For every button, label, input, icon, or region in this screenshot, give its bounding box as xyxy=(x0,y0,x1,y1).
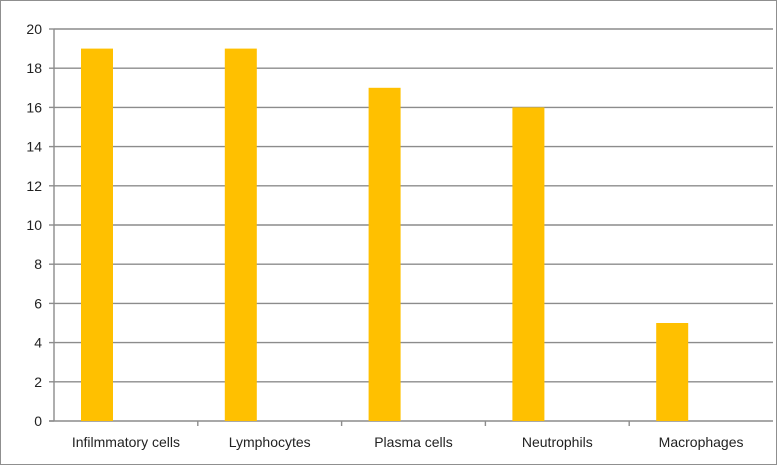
y-tick-labels: 0 2 4 6 8 10 12 14 16 18 20 xyxy=(26,21,42,429)
x-category-label: Plasma cells xyxy=(374,434,453,450)
y-tick-label: 2 xyxy=(34,374,42,390)
y-tick-label: 12 xyxy=(26,178,42,194)
bar xyxy=(81,48,113,421)
y-tick-label: 16 xyxy=(26,99,42,115)
y-tick-label: 8 xyxy=(34,256,42,272)
bar xyxy=(224,48,257,421)
bar xyxy=(512,107,545,422)
x-category-label: Neutrophils xyxy=(522,434,593,450)
bar xyxy=(656,323,689,421)
axes xyxy=(49,28,773,426)
y-tick-label: 10 xyxy=(26,217,42,233)
bar xyxy=(368,87,401,422)
y-tick-label: 20 xyxy=(26,21,42,37)
bars xyxy=(81,48,689,422)
y-tick-label: 14 xyxy=(26,139,42,155)
x-category-labels: Infilmmatory cells Lymphocytes Plasma cell… xyxy=(72,434,744,450)
y-tick-label: 0 xyxy=(34,413,42,429)
y-tick-label: 4 xyxy=(34,335,42,351)
x-category-label: Infilmmatory cells xyxy=(72,434,180,450)
y-tick-label: 6 xyxy=(34,295,42,311)
x-category-label: Lymphocytes xyxy=(229,434,311,450)
y-tick-label: 18 xyxy=(26,60,42,76)
x-category-label: Macrophages xyxy=(659,434,744,450)
gridlines xyxy=(54,28,773,383)
